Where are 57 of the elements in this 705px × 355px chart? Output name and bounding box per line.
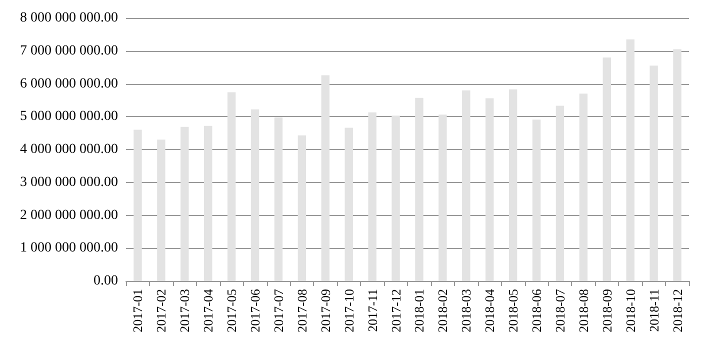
x-tick-label: 2017-01 (130, 289, 146, 332)
bar (462, 90, 470, 281)
bar (344, 128, 353, 281)
x-tick-label: 2018-09 (599, 289, 614, 332)
bar (508, 89, 518, 281)
bar (392, 116, 400, 281)
bar (532, 120, 541, 281)
y-tick-label: 2 000 000 000.00 (20, 208, 118, 223)
bar (134, 130, 142, 281)
x-tick-label: 2017-04 (200, 288, 216, 332)
x-tick-label: 2018-02 (435, 289, 450, 332)
x-tick-label: 2017-11 (364, 289, 380, 332)
y-tick-label: 5 000 000 000.00 (20, 109, 118, 124)
x-tick-label: 2018-06 (529, 288, 544, 332)
bar (486, 98, 494, 281)
x-tick-label: 2018-12 (670, 289, 685, 332)
x-tick-label: 2018-10 (622, 289, 638, 332)
bar (250, 109, 260, 281)
bar (180, 126, 189, 281)
bar (579, 94, 588, 281)
bar (274, 117, 283, 281)
x-tick-label: 2017-05 (224, 289, 240, 332)
y-tick-label: 8 000 000 000.00 (20, 10, 118, 26)
x-tick-label: 2017-03 (177, 289, 192, 332)
x-tick-label: 2018-11 (646, 289, 662, 332)
bar (298, 135, 306, 281)
bar (321, 75, 330, 281)
bar (602, 57, 611, 281)
x-tick-label: 2017-08 (294, 289, 310, 332)
x-tick-label: 2018-08 (576, 289, 591, 332)
bar (415, 98, 424, 281)
x-tick-label: 2018-05 (506, 289, 521, 332)
x-tick-label: 2017-09 (318, 289, 333, 332)
y-tick-label: 7 000 000 000.00 (20, 43, 118, 58)
y-tick-label: 3 000 000 000.00 (20, 174, 118, 190)
y-tick-label: 1 000 000 000.00 (20, 240, 118, 256)
x-tick-label: 2017-06 (248, 288, 263, 332)
bar (227, 92, 236, 281)
y-tick-label: 0.00 (94, 274, 118, 288)
bar (157, 140, 166, 281)
y-tick-label: 4 000 000 000.00 (20, 142, 118, 157)
x-tick-label: 2017-12 (388, 289, 404, 332)
bar (204, 126, 212, 281)
bar (673, 49, 682, 281)
x-tick-label: 2018-04 (482, 288, 498, 332)
bar (650, 66, 658, 281)
bar (368, 112, 376, 281)
x-tick-label: 2018-03 (458, 289, 474, 332)
bar (556, 106, 564, 281)
x-tick-label: 2017-02 (154, 289, 169, 332)
x-tick-label: 2017-07 (270, 288, 286, 332)
y-tick-label: 6 000 000 000.00 (20, 76, 118, 92)
x-tick-label: 2017-10 (341, 289, 356, 332)
bar (626, 39, 634, 281)
bar (438, 114, 447, 281)
x-tick-label: 2018-07 (552, 288, 568, 332)
x-tick-label: 2018-01 (412, 289, 427, 332)
